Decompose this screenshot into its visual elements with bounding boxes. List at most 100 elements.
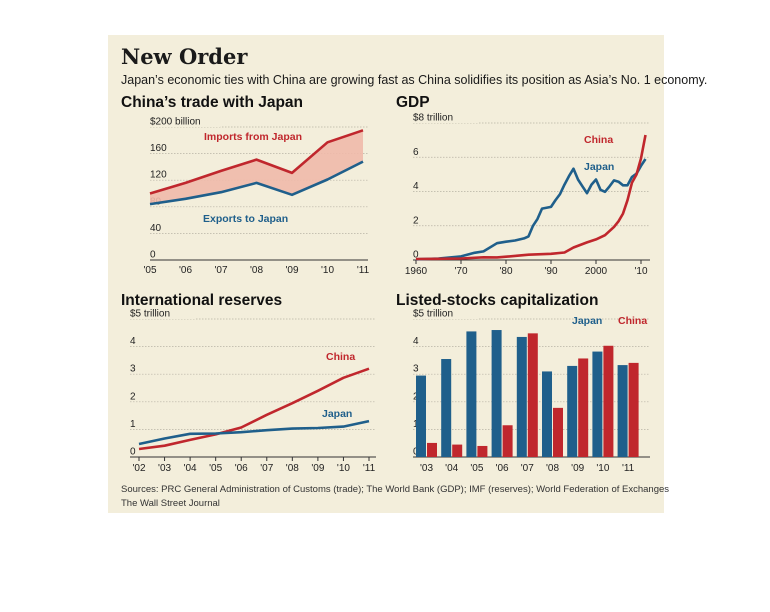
stocks-china-bar [578, 358, 589, 457]
gdp-china-label: China [584, 134, 613, 146]
trade-x-tick-label: '06 [179, 265, 192, 276]
reserves-x-tick-label: '04 [184, 463, 197, 474]
stocks-x-tick-label: '11 [622, 463, 635, 474]
stocks-y-tick-label: 4 [413, 336, 419, 347]
sources-note: Sources: PRC General Administration of C… [121, 484, 669, 495]
stocks-japan-bar [516, 336, 527, 457]
stocks-china-bar [477, 445, 488, 457]
stocks-china-bar [502, 425, 513, 457]
gdp-x-tick-label: '90 [544, 266, 557, 277]
stocks-china-bar [427, 442, 437, 457]
reserves-y-tick-label: 3 [130, 364, 136, 375]
trade-x-tick-label: '11 [357, 265, 370, 276]
gdp-china-line [415, 134, 647, 261]
stocks-china-legend: China [618, 315, 647, 327]
reserves-y-tick-label: 4 [130, 336, 136, 347]
trade-gap-area [150, 130, 363, 205]
stocks-x-tick-label: '05 [470, 463, 483, 474]
gdp-y-tick-label: 0 [413, 250, 419, 261]
gdp-x-tick-label: '70 [454, 266, 467, 277]
trade-y-tick-label: 160 [150, 143, 167, 154]
gdp-x-tick-label: 1960 [405, 266, 428, 277]
reserves-japan-label: Japan [322, 408, 352, 420]
reserves-x-tick-label: '11 [363, 463, 376, 474]
gdp-y-tick-bg [412, 111, 478, 123]
stocks-japan-legend: Japan [572, 315, 602, 327]
stocks-japan-bar [416, 375, 426, 457]
stocks-china-bar [452, 444, 463, 457]
stocks-japan-bar [441, 359, 452, 457]
stocks-china-bar [527, 333, 538, 457]
stocks-japan-bar [592, 351, 603, 457]
stocks-x-tick-label: '06 [496, 463, 509, 474]
reserves-x-tick-label: '10 [337, 463, 350, 474]
gdp-y-tick-label: 4 [413, 181, 419, 192]
reserves-china-line [138, 367, 370, 451]
gdp-y-tick-label: 6 [413, 147, 419, 158]
reserves-chart-title: International reserves [121, 292, 282, 309]
gdp-y-tick-label: 2 [413, 215, 419, 226]
trade-chart: $200 billion16012080400'05'06'07'08'09'1… [143, 115, 370, 276]
stocks-japan-bar [491, 330, 502, 457]
gdp-x-tick-label: '80 [499, 266, 512, 277]
reserves-y-tick-bg [129, 307, 195, 319]
reserves-china-label: China [326, 351, 355, 363]
page-subtitle: Japan’s economic ties with China are gro… [121, 73, 707, 87]
trade-x-tick-label: '10 [321, 265, 334, 276]
gdp-y-tick-label: $8 trillion [413, 113, 453, 124]
page-title: New Order [121, 44, 248, 69]
stocks-china-bar [628, 362, 639, 457]
trade-y-tick-label: 40 [150, 223, 162, 234]
reserves-x-tick-label: '08 [286, 463, 299, 474]
imports-line [149, 129, 364, 195]
stocks-y-tick-label: $5 trillion [413, 309, 453, 320]
stocks-chart: $5 trillion43210'03'04'05'06'07'08'09'10… [412, 307, 650, 474]
stocks-china-bar [553, 407, 563, 457]
reserves-x-tick-label: '02 [132, 463, 145, 474]
stocks-japan-bar [466, 331, 477, 457]
reserves-x-tick-label: '07 [260, 463, 273, 474]
stocks-y-tick-bg [412, 307, 478, 319]
gdp-chart: $8 trillion 6 4 2 0 1960 '70 '80 '90 2000 '10 China… [405, 111, 650, 277]
reserves-y-tick-label: 0 [130, 447, 136, 458]
trade-x-tick-label: '08 [250, 265, 263, 276]
reserves-x-tick-label: '05 [209, 463, 222, 474]
gdp-x-tick-label: '10 [634, 266, 647, 277]
reserves-y-tick-label: 1 [130, 419, 136, 430]
trade-x-tick-label: '07 [214, 265, 227, 276]
reserves-chart: $5 trillion 4 3 2 1 0 '02 '03 '04 '05 '06 '07 '08 '09… [129, 307, 376, 474]
stocks-x-tick-label: '09 [571, 463, 584, 474]
stocks-x-tick-label: '10 [596, 463, 609, 474]
stocks-x-tick-label: '04 [445, 463, 458, 474]
trade-x-tick-label: '05 [143, 265, 156, 276]
imports-series-label: Imports from Japan [204, 131, 302, 143]
stocks-japan-bar [567, 365, 578, 457]
exports-series-label: Exports to Japan [203, 213, 288, 225]
stocks-japan-bar [542, 371, 552, 457]
gdp-japan-line [415, 158, 647, 261]
reserves-japan-line [138, 419, 370, 446]
stocks-japan-bar [617, 365, 628, 457]
trade-y-tick-label: $200 billion [150, 117, 201, 128]
trade-x-tick-label: '09 [285, 265, 298, 276]
reserves-x-tick-label: '09 [311, 463, 324, 474]
stocks-x-tick-label: '07 [521, 463, 534, 474]
stocks-china-bar [603, 345, 614, 457]
gdp-japan-label: Japan [584, 161, 614, 173]
exports-line [149, 160, 364, 206]
publisher-credit: The Wall Street Journal [121, 498, 220, 509]
gdp-x-tick-label: 2000 [585, 266, 608, 277]
stocks-chart-title: Listed-stocks capitalization [396, 292, 598, 309]
trade-y-tick-label: 0 [150, 250, 156, 261]
reserves-x-tick-label: '06 [235, 463, 248, 474]
stocks-x-tick-label: '03 [420, 463, 433, 474]
trade-y-tick-label: 120 [150, 170, 167, 181]
reserves-x-tick-label: '03 [158, 463, 171, 474]
reserves-y-tick-label: 2 [130, 391, 136, 402]
stocks-y-tick-label: 3 [413, 364, 419, 375]
stocks-x-tick-label: '08 [546, 463, 559, 474]
reserves-y-tick-label: $5 trillion [130, 309, 170, 320]
trade-y-tick-bg [149, 115, 221, 127]
trade-chart-title: China’s trade with Japan [121, 94, 303, 111]
